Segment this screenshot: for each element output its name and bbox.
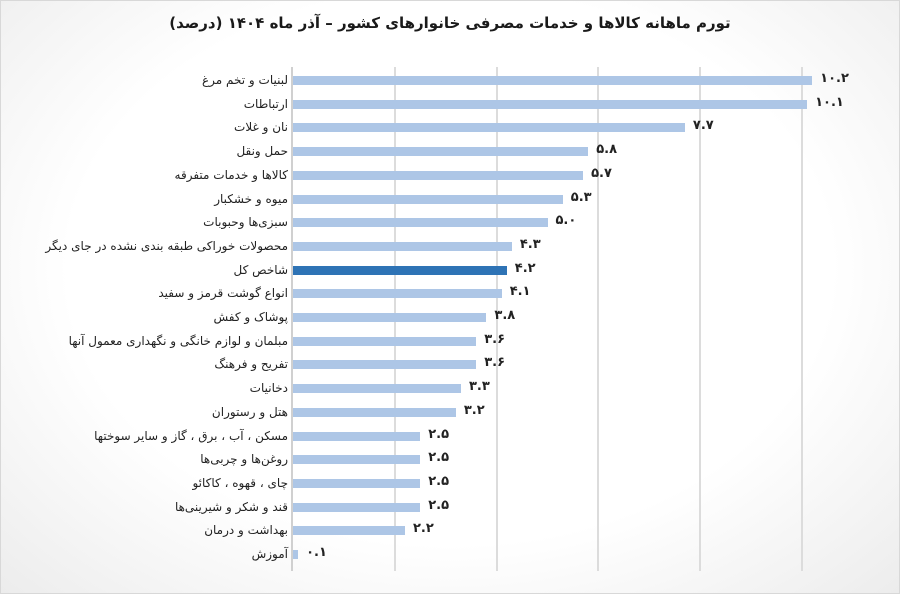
value-label: ۵.۰: [555, 213, 577, 229]
category-axis: [291, 67, 293, 571]
category-label: حمل ونقل: [236, 144, 288, 159]
category-label: تفریح و فرهنگ: [214, 357, 288, 372]
category-label: لبنیات و تخم مرغ: [202, 73, 288, 87]
category-label: روغن‌ها و چربی‌ها: [200, 452, 288, 467]
bar-row: هتل و رستوران ۳.۲: [0, 403, 900, 426]
value-label: ۱۰.۱: [815, 94, 844, 110]
bar: [293, 241, 512, 251]
category-label: مسکن ، آب ، برق ، گاز و سایر سوختها: [94, 428, 288, 443]
value-label: ۴.۲: [514, 260, 536, 276]
value-label: ۱۰.۲: [820, 71, 849, 86]
bar-row: نان و غلات ۷.۷: [0, 118, 900, 141]
category-label: پوشاک و کفش: [213, 310, 289, 324]
bar-row: مسکن ، آب ، برق ، گاز و سایر سوختها ۲.۵: [0, 427, 900, 450]
category-label: سبزی‌ها وحبوبات: [203, 215, 288, 230]
bar-row: ارتباطات ۱۰.۱: [0, 95, 900, 118]
chart-title: تورم ماهانه کالاها و خدمات مصرفی خانواره…: [169, 14, 731, 32]
value-label: ۴.۳: [519, 236, 541, 252]
bar-row: قند و شکر و شیرینی‌ها ۲.۵: [0, 498, 900, 521]
gridline: [699, 67, 702, 571]
category-label: شاخص کل: [233, 262, 288, 277]
value-label: ۲.۵: [428, 473, 450, 489]
bar: [293, 147, 589, 157]
value-label: ۴.۱: [509, 284, 531, 300]
value-label: ۵.۸: [596, 142, 618, 158]
bar-row: کالاها و خدمات متفرقه ۵.۷: [0, 166, 900, 189]
bar: [293, 123, 685, 133]
value-label: ۰.۱: [306, 545, 327, 560]
bar: [293, 502, 421, 512]
category-label: چای ، قهوه ، کاکائو: [192, 475, 288, 490]
value-label: ۵.۳: [570, 189, 592, 205]
value-label: ۷.۷: [692, 118, 714, 134]
bar: [293, 289, 502, 299]
category-label: مبلمان و لوازم خانگی و نگهداری معمول آنه…: [68, 333, 288, 348]
bar: [293, 478, 421, 488]
category-label: میوه و خشکبار: [214, 191, 288, 206]
gridline: [801, 67, 803, 571]
bar-row: تفریح و فرهنگ ۳.۶: [0, 355, 900, 378]
value-label: ۲.۲: [412, 521, 434, 537]
bar: [293, 313, 487, 322]
bar: [293, 407, 456, 417]
category-label: هتل و رستوران: [211, 404, 288, 419]
category-label: آموزش: [251, 547, 288, 561]
bar-row: حمل ونقل ۵.۸: [0, 142, 900, 165]
gridline: [597, 67, 600, 571]
bar-row: مبلمان و لوازم خانگی و نگهداری معمول آنه…: [0, 332, 900, 355]
category-label: ارتباطات: [243, 96, 288, 111]
bar: [293, 384, 461, 394]
value-label: ۵.۷: [591, 165, 612, 181]
bar: [293, 336, 477, 346]
category-label: نان و غلات: [234, 120, 288, 135]
bar-row: روغن‌ها و چربی‌ها ۲.۵: [0, 450, 900, 473]
value-label: ۳.۶: [484, 355, 506, 371]
bar: [293, 360, 477, 370]
bar-row: آموزش ۰.۱: [0, 545, 900, 568]
category-label: کالاها و خدمات متفرقه: [174, 167, 288, 182]
bar-row: شاخص کل ۴.۲: [0, 261, 900, 284]
value-label: ۳.۸: [494, 308, 516, 323]
bar: [293, 550, 299, 559]
value-label: ۳.۳: [468, 379, 490, 395]
bar: [293, 431, 421, 441]
value-label: ۲.۵: [428, 497, 450, 513]
category-label: محصولات خوراکی طبقه بندی نشده در جای دیگ…: [45, 238, 288, 253]
bar-row: میوه و خشکبار ۵.۳: [0, 190, 900, 213]
category-label: بهداشت و درمان: [204, 523, 288, 538]
category-label: انواع گوشت قرمز و سفید: [158, 286, 288, 301]
bar-total-index: [293, 265, 507, 275]
bar: [293, 194, 563, 204]
bar-row: لبنیات و تخم مرغ ۱۰.۲: [0, 71, 900, 94]
bar: [293, 455, 421, 465]
bar: [293, 76, 813, 85]
bar-row: بهداشت و درمان ۲.۲: [0, 521, 900, 544]
bar: [293, 99, 808, 109]
category-label: دخانیات: [249, 381, 288, 396]
bar-row: سبزی‌ها وحبوبات ۵.۰: [0, 213, 900, 236]
value-label: ۳.۶: [484, 331, 506, 347]
bar-row: چای ، قهوه ، کاکائو ۲.۵: [0, 474, 900, 497]
bar-row: محصولات خوراکی طبقه بندی نشده در جای دیگ…: [0, 237, 900, 260]
bar: [293, 170, 584, 180]
bar-row: انواع گوشت قرمز و سفید ۴.۱: [0, 284, 900, 307]
bar-row: پوشاک و کفش ۳.۸: [0, 308, 900, 331]
bar: [293, 218, 548, 228]
gridline: [495, 67, 498, 571]
bar: [293, 526, 405, 536]
bar-row: دخانیات ۳.۳: [0, 379, 900, 402]
category-label: قند و شکر و شیرینی‌ها: [174, 499, 288, 514]
value-label: ۳.۲: [463, 402, 485, 418]
value-label: ۲.۵: [428, 450, 450, 466]
value-label: ۲.۵: [428, 426, 450, 442]
